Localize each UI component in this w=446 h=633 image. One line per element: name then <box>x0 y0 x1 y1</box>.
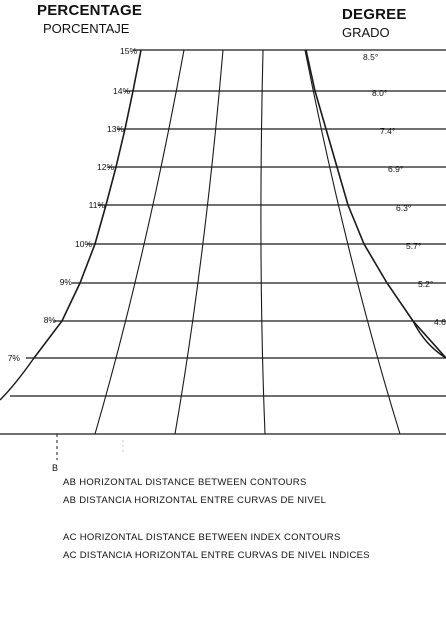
percentage-tick-label: 11% <box>89 200 106 210</box>
percentage-tick-label: 8% <box>44 315 57 325</box>
note-ac-english: AC HORIZONTAL DISTANCE BETWEEN INDEX CON… <box>63 532 341 543</box>
degree-tick-label: 8.5° <box>363 52 378 62</box>
point-b-label: B <box>52 463 59 473</box>
note-ac-spanish: AC DISTANCIA HORIZONTAL ENTRE CURVAS DE … <box>63 550 370 561</box>
degree-tick-label: 6.3° <box>396 203 411 213</box>
degree-tick-label: 5.7° <box>406 241 421 251</box>
converging-line <box>304 49 401 435</box>
degree-title: DEGREE <box>342 6 407 23</box>
note-ab-spanish: AB DISTANCIA HORIZONTAL ENTRE CURVAS DE … <box>63 495 327 506</box>
degree-tick-label: 4.6° <box>434 317 446 327</box>
degree-tick-label: 7.4° <box>380 126 395 136</box>
right-curve-extension <box>412 320 446 359</box>
percentage-tick-label: 9% <box>60 277 73 287</box>
degree-tick-label: 8.0° <box>372 88 387 98</box>
degree-subtitle: GRADO <box>342 25 390 40</box>
left-curve-extension <box>0 357 35 401</box>
converging-line <box>94 49 185 435</box>
converging-line <box>174 49 224 435</box>
percentage-subtitle: PORCENTAJE <box>43 21 130 36</box>
converging-line <box>260 49 266 435</box>
right-boundary-curve <box>305 49 446 359</box>
degree-tick-label: 6.9° <box>388 164 403 174</box>
degree-tick-label: 5.2° <box>418 279 433 289</box>
note-ab-english: AB HORIZONTAL DISTANCE BETWEEN CONTOURS <box>63 477 307 488</box>
percentage-tick-label: 10% <box>75 239 92 249</box>
percentage-tick-label: 14% <box>113 86 130 96</box>
percentage-tick-label: 15% <box>120 46 137 56</box>
percentage-tick-label: 13% <box>107 124 124 134</box>
percentage-tick-label: 12% <box>97 162 114 172</box>
percentage-tick-label: 7% <box>8 353 21 363</box>
percentage-title: PERCENTAGE <box>37 2 143 19</box>
left-boundary-curve <box>33 49 142 359</box>
